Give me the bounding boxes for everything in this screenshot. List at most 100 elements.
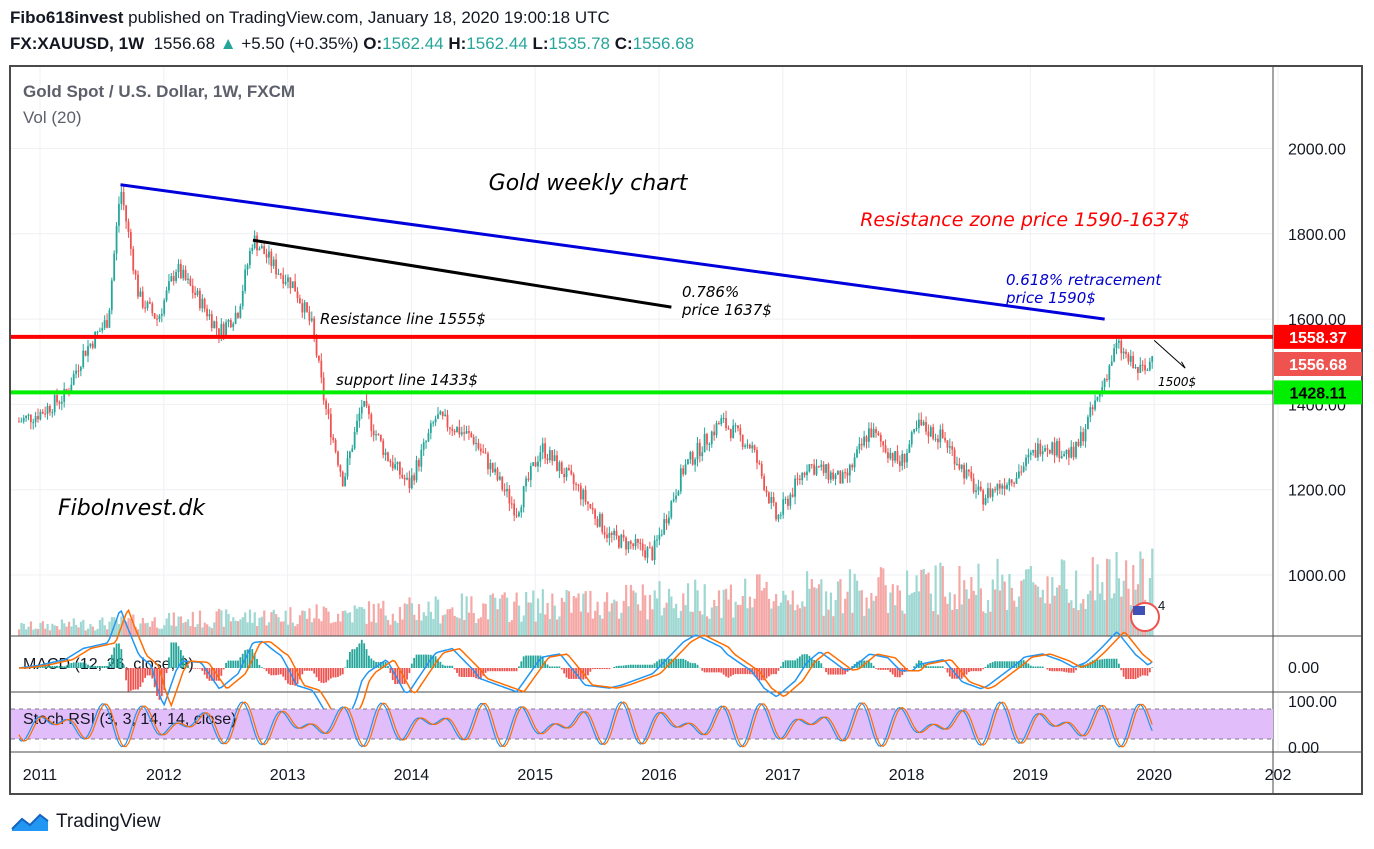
candle-body [1017,471,1020,478]
annotation-retracement: 0.618% retracement [1006,271,1162,289]
volume-bar [975,594,978,636]
black-trendline[interactable] [252,238,672,309]
tradingview-logo[interactable]: TradingView [10,811,161,833]
volume-bar [20,622,23,636]
macd-histogram-bar [984,666,987,668]
candle-body [865,436,868,442]
volume-bar [548,618,552,636]
volume-bar [144,623,147,636]
volume-bar [184,621,187,636]
candle-body [63,388,66,402]
macd-histogram-bar [303,668,306,671]
annotation-resistance-zone: Resistance zone price 1590-1637$ [860,209,1190,231]
volume-bar [632,590,635,636]
candle-body [301,303,304,313]
macd-histogram-bar [329,668,332,679]
volume-bar [1151,548,1154,636]
candle-body [39,411,42,420]
candle-body [625,537,627,550]
volume-bar [829,592,832,636]
volume-bar [1072,608,1075,636]
macd-histogram-bar [151,668,154,679]
macd-histogram-bar [706,668,708,673]
candle-body [158,315,161,320]
candle-body [856,449,858,458]
macd-histogram-bar [332,668,335,678]
volume-bar [960,604,963,636]
volume-bar [1108,559,1111,636]
macd-histogram-bar [284,668,287,681]
volume-bar [886,612,890,636]
blue-trendline[interactable] [120,183,1105,321]
macd-histogram-bar [275,668,277,676]
candle-body [337,451,339,466]
volume-bar [215,611,218,636]
volume-bar [539,613,542,636]
macd-histogram-bar [137,668,139,690]
macd-histogram-bar [553,666,556,668]
macd-histogram-bar [996,661,999,668]
volume-bar [558,616,561,636]
macd-histogram-bar [1089,661,1092,668]
macd-histogram-bar [584,668,587,679]
macd-histogram-bar [427,654,430,668]
candle-body [415,460,418,481]
macd-histogram-bar [715,668,718,673]
volume-bar [206,624,209,636]
macd-histogram-bar [989,663,992,668]
macd-histogram-bar [844,668,846,675]
volume-bar [382,600,385,636]
candle-body [532,462,535,466]
macd-histogram-bar [532,655,535,668]
macd-histogram-bar [887,668,889,670]
volume-bar [705,616,709,636]
macd-histogram-bar [203,668,206,675]
support-price-label-bg [1274,380,1362,405]
macd-histogram-bar [748,668,751,675]
candle-body [103,320,106,328]
candle-body [437,414,439,419]
volume-bar [27,626,30,636]
candle-body [441,411,444,416]
volume-bar [1098,593,1102,636]
candle-body [41,411,44,414]
volume-bar [979,588,982,636]
candle-body [596,518,599,527]
macd-histogram-bar [613,667,616,668]
volume-bar [948,592,952,636]
candle-body [660,534,663,536]
macd-histogram-bar [777,668,780,671]
candle-body [910,432,913,445]
volume-bar [927,572,930,636]
macd-histogram-bar [327,668,330,681]
candle-body [929,427,932,437]
volume-bar [875,595,878,636]
macd-histogram-bar [708,668,711,673]
volume-bar [594,610,597,636]
candle-body [49,405,51,413]
macd-histogram-bar [139,668,142,687]
volume-bar [1010,587,1013,636]
candle-body [1046,448,1049,450]
macd-histogram-bar [510,668,513,672]
macd-histogram-bar [979,668,982,672]
candle-body [641,543,644,551]
candle-body [298,298,301,304]
macd-histogram-bar [360,639,363,668]
candle-body [813,464,816,475]
macd-histogram-bar [391,668,394,681]
volume-bar [394,620,397,636]
price-axis-tick: 2000.00 [1288,142,1346,159]
volume-bar [525,591,528,636]
volume-bar [996,558,999,636]
macd-histogram-bar [141,668,144,683]
macd-histogram-bar [558,666,561,668]
candle-body [534,462,537,467]
volume-bar [779,602,783,636]
volume-bar [641,584,644,636]
macd-histogram-bar [168,657,170,668]
macd-histogram-bar [106,665,108,668]
candle-body [1151,356,1154,362]
candle-body [1115,342,1118,349]
